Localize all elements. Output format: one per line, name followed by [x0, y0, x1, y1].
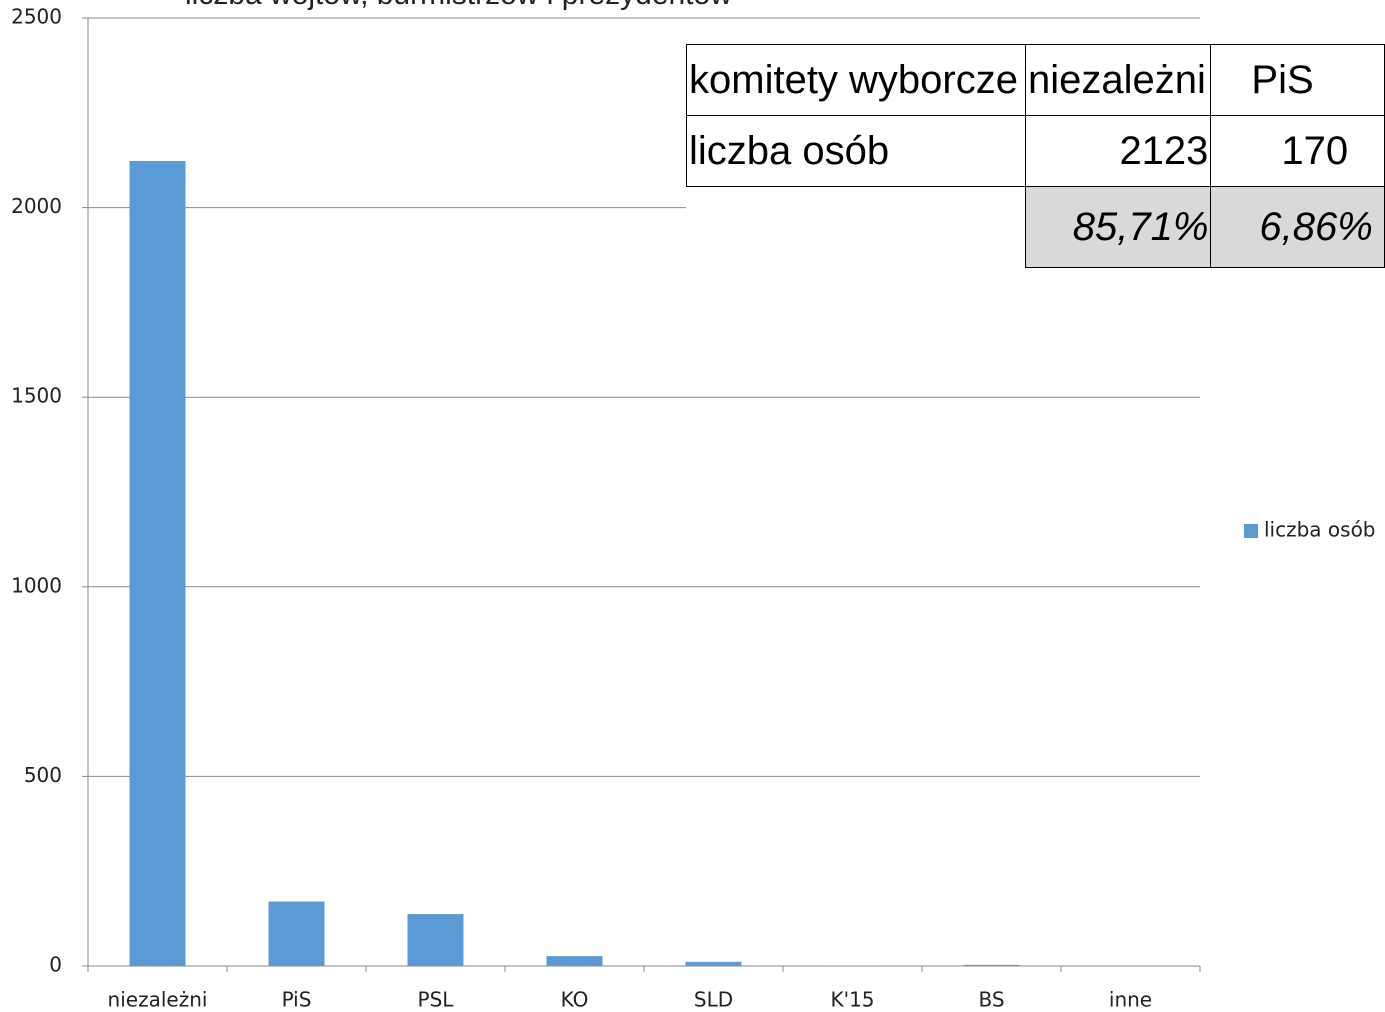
bar — [407, 914, 464, 966]
table-cell: 6,86% — [1210, 186, 1385, 268]
table-row: liczba osób 2123 170 — [686, 115, 1385, 187]
table-cell: niezależni — [1024, 44, 1212, 116]
y-tick-label: 2500 — [11, 5, 62, 29]
data-table: komitety wyborcze niezależni PiS liczba … — [686, 44, 1385, 268]
y-tick-label: 2000 — [11, 194, 62, 218]
legend-swatch — [1244, 524, 1258, 538]
y-tick-label: 1000 — [11, 573, 62, 597]
x-tick-label: BS — [978, 988, 1004, 1012]
x-tick-label: PSL — [418, 988, 455, 1012]
bar — [268, 901, 325, 966]
x-tick-label: KO — [561, 988, 589, 1012]
table-cell: komitety wyborcze — [686, 44, 1026, 116]
bar — [685, 961, 742, 966]
x-tick-label: PiS — [282, 988, 312, 1012]
table-cell — [686, 186, 1026, 268]
table-cell: PiS — [1210, 44, 1385, 116]
x-tick-label: inne — [1109, 988, 1152, 1012]
bar — [546, 956, 603, 966]
x-tick-label: SLD — [694, 988, 733, 1012]
legend-label: liczba osób — [1264, 518, 1376, 542]
bar — [129, 160, 186, 967]
bar — [963, 964, 1020, 966]
chart-title: liczba wójtów, burmistrzów i prezydentów — [185, 0, 732, 11]
table-cell: 2123 — [1024, 115, 1212, 187]
x-tick-label: K'15 — [830, 988, 874, 1012]
table-row: 85,71% 6,86% — [686, 186, 1385, 268]
y-tick-label: 0 — [49, 953, 62, 977]
table-cell: 170 — [1210, 115, 1385, 187]
y-tick-label: 500 — [24, 763, 62, 787]
table-cell: 85,71% — [1024, 186, 1212, 268]
table-cell: liczba osób — [686, 115, 1026, 187]
y-tick-label: 1500 — [11, 384, 62, 408]
table-row: komitety wyborcze niezależni PiS — [686, 44, 1385, 116]
x-tick-label: niezależni — [108, 988, 208, 1012]
